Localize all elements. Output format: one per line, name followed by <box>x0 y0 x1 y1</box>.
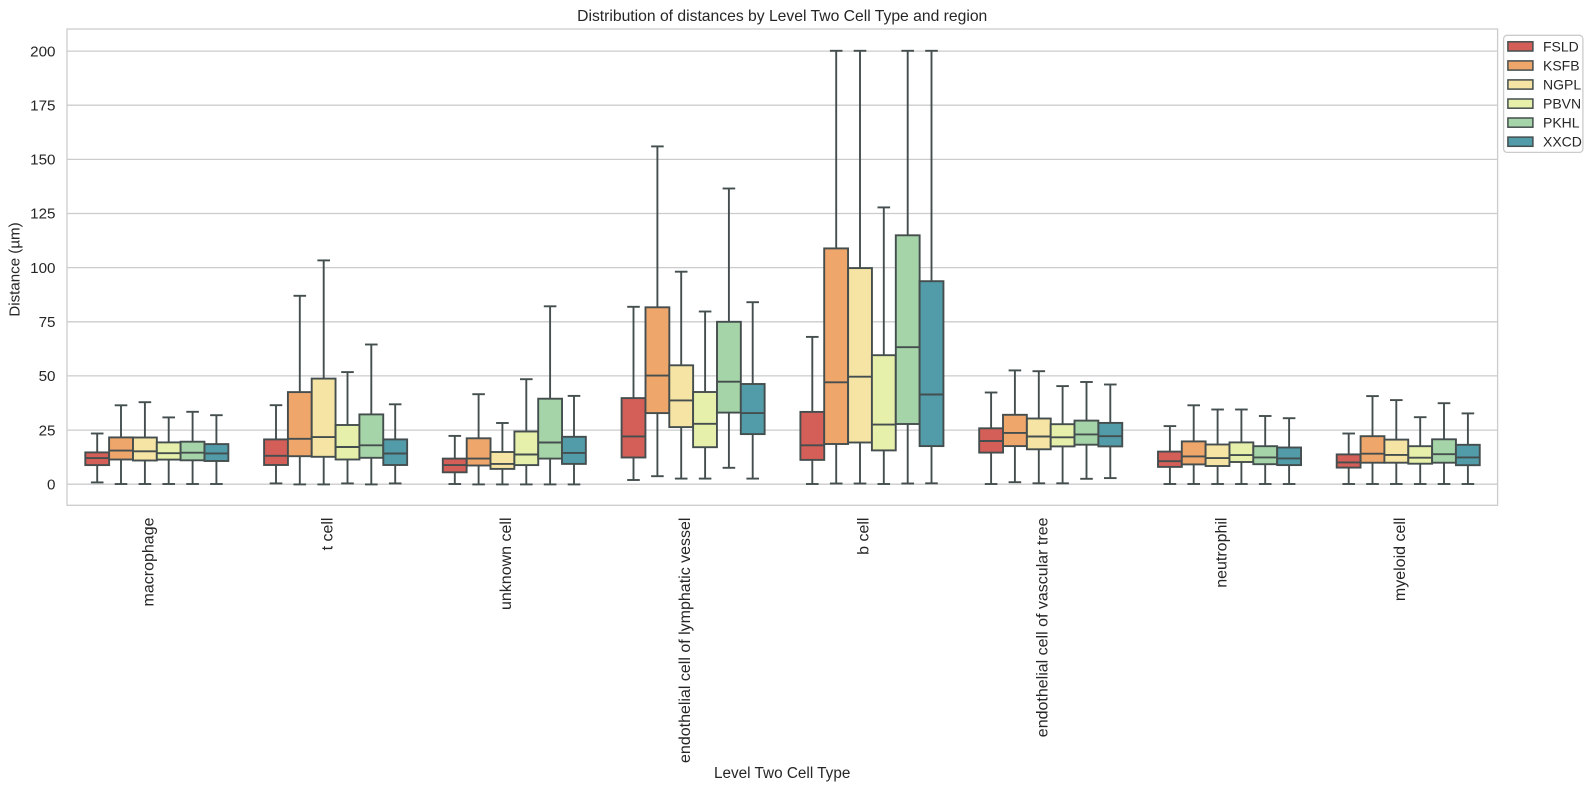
svg-text:myeloid cell: myeloid cell <box>1392 518 1409 602</box>
svg-text:Level Two Cell Type: Level Two Cell Type <box>714 765 850 782</box>
svg-text:150: 150 <box>30 152 55 169</box>
svg-text:b cell: b cell <box>856 518 873 555</box>
svg-text:25: 25 <box>39 422 56 439</box>
svg-text:175: 175 <box>30 97 55 114</box>
svg-text:endothelial cell of lymphatic: endothelial cell of lymphatic vessel <box>677 518 694 763</box>
svg-text:100: 100 <box>30 260 55 277</box>
svg-text:unknown cell: unknown cell <box>498 518 515 611</box>
svg-text:Distribution of distances by L: Distribution of distances by Level Two C… <box>577 8 987 25</box>
svg-text:macrophage: macrophage <box>141 517 158 606</box>
svg-text:neutrophil: neutrophil <box>1213 518 1230 588</box>
svg-text:KSFB: KSFB <box>1543 58 1580 74</box>
svg-text:Distance (µm): Distance (µm) <box>7 222 24 316</box>
svg-text:125: 125 <box>30 206 55 223</box>
svg-text:75: 75 <box>39 314 56 331</box>
svg-text:50: 50 <box>39 368 56 385</box>
svg-text:NGPL: NGPL <box>1543 77 1581 93</box>
svg-text:PBVN: PBVN <box>1543 96 1581 112</box>
svg-text:FSLD: FSLD <box>1543 38 1579 54</box>
svg-text:XXCD: XXCD <box>1543 134 1582 150</box>
svg-text:200: 200 <box>30 43 55 60</box>
svg-text:PKHL: PKHL <box>1543 115 1580 131</box>
svg-text:endothelial cell of vascular t: endothelial cell of vascular tree <box>1035 517 1052 737</box>
svg-text:0: 0 <box>47 476 55 493</box>
svg-text:t cell: t cell <box>319 518 336 551</box>
